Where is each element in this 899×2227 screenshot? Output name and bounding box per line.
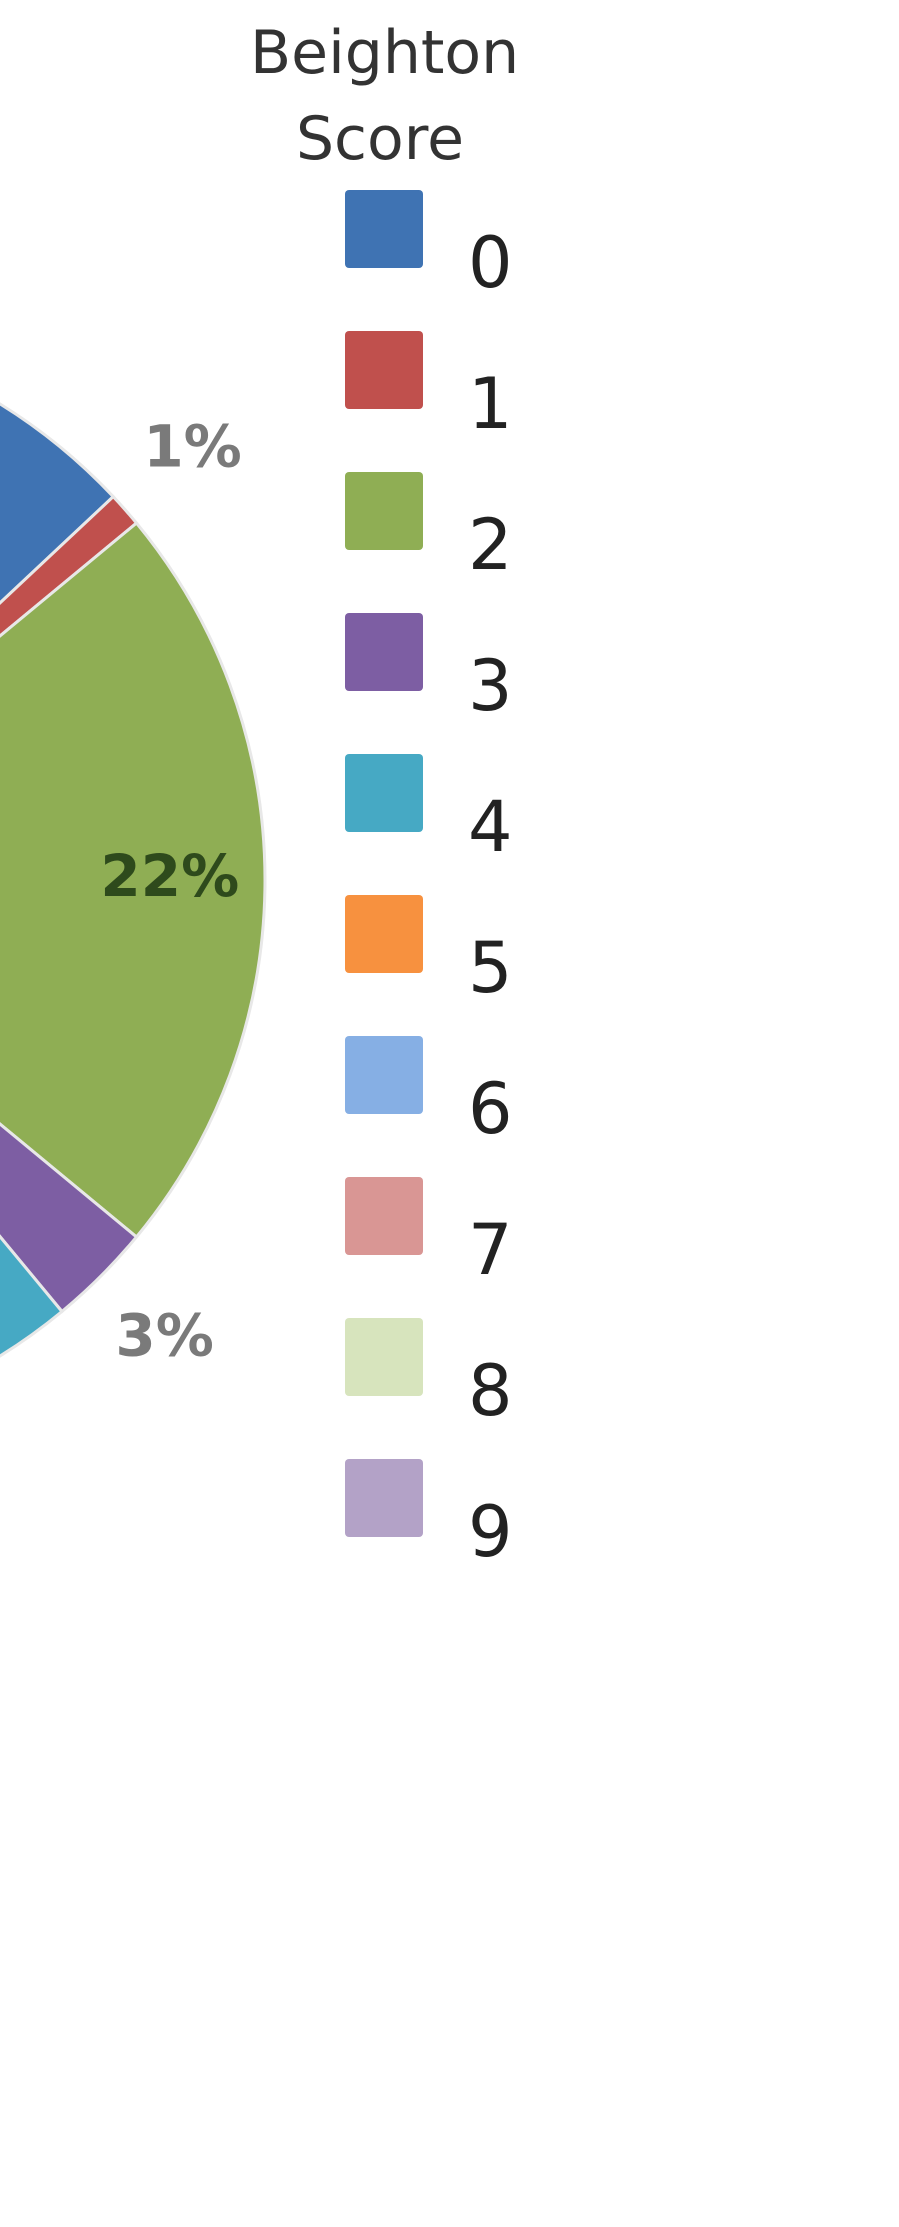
legend-label: 9 (468, 1491, 513, 1573)
legend-swatch (345, 1177, 423, 1255)
legend-label: 8 (468, 1350, 513, 1432)
legend-swatch (345, 895, 423, 973)
legend-label: 5 (468, 927, 513, 1009)
legend-label: 3 (468, 645, 513, 727)
legend-swatch (345, 613, 423, 691)
legend-label: 7 (468, 1209, 513, 1291)
pie-slice (0, 520, 267, 1240)
legend-label: 4 (468, 786, 513, 868)
legend-label: 1 (468, 363, 513, 445)
legend-label: 6 (468, 1068, 513, 1150)
legend-label: 0 (468, 222, 513, 304)
data-label: 1% (143, 412, 241, 480)
legend-swatch (345, 472, 423, 550)
legend-swatch (345, 1459, 423, 1537)
legend-swatch (345, 1318, 423, 1396)
legend-swatch (345, 1036, 423, 1114)
legend-title: Beighton Score (250, 18, 520, 174)
legend-swatch (345, 754, 423, 832)
pie-slice (0, 402, 116, 606)
pie-slice (0, 1234, 65, 1358)
data-label: 3% (115, 1302, 213, 1370)
legend-swatch (345, 190, 423, 268)
legend-label: 2 (468, 504, 513, 586)
data-label: 22% (100, 842, 239, 910)
legend-swatch (345, 331, 423, 409)
